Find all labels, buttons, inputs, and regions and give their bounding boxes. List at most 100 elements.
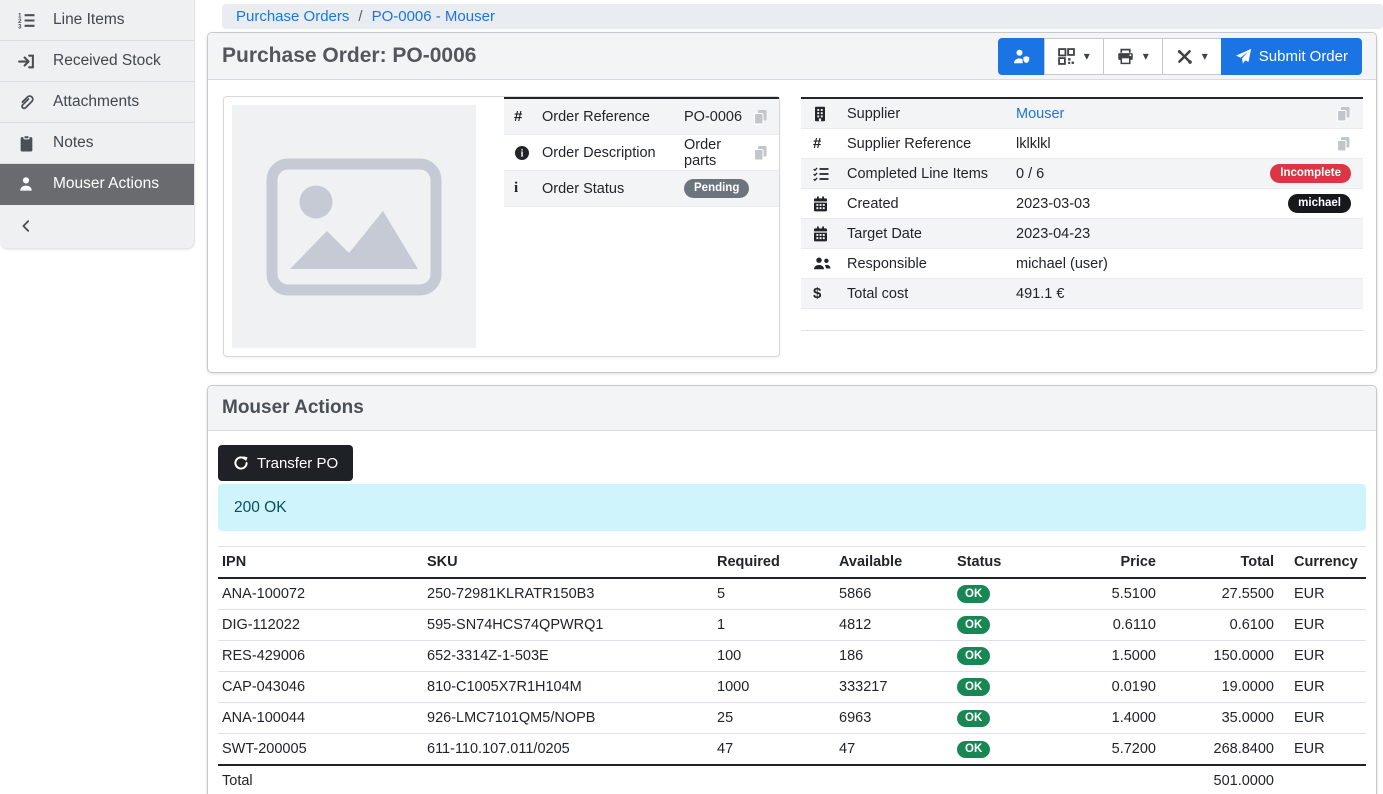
supplier-link[interactable]: Mouser: [1016, 105, 1065, 122]
page-title: Purchase Order: PO-0006: [222, 44, 477, 67]
order-reference-row: # Order Reference PO-0006: [504, 99, 779, 135]
transfer-po-button[interactable]: Transfer PO: [218, 445, 354, 481]
breadcrumb-link-current[interactable]: PO-0006 - Mouser: [371, 8, 495, 25]
mouser-actions-panel: Mouser Actions Transfer PO 200 OK IPN SK…: [207, 385, 1377, 794]
table-cell: 5: [713, 577, 835, 610]
sidebar-item-label: Notes: [53, 134, 94, 151]
user-badge: michael: [1288, 194, 1351, 213]
chevron-left-icon: [15, 219, 37, 233]
table-cell: 100: [713, 640, 835, 672]
barcode-actions-button[interactable]: ▾: [1043, 37, 1104, 75]
copy-icon[interactable]: [1251, 106, 1351, 122]
column-header: Status: [953, 546, 1058, 579]
svg-text:3: 3: [18, 23, 22, 28]
breadcrumb-link-purchase-orders[interactable]: Purchase Orders: [236, 8, 350, 25]
user-shield-icon: [1012, 48, 1031, 65]
sidebar-item-notes[interactable]: Notes: [0, 123, 194, 164]
copy-icon[interactable]: [1251, 136, 1351, 152]
column-header: Currency: [1278, 546, 1366, 579]
column-header: Total: [1160, 546, 1278, 579]
table-cell: 47: [835, 733, 953, 766]
sidebar-item-attachments[interactable]: Attachments: [0, 82, 194, 123]
order-description-row: i Order Description Order parts: [504, 135, 779, 171]
transfer-po-label: Transfer PO: [257, 454, 339, 472]
table-cell: DIG-112022: [218, 609, 423, 641]
print-actions-button[interactable]: ▾: [1102, 37, 1163, 75]
table-row: CAP-043046 810-C1005X7R1H104M 1000 33321…: [218, 671, 1366, 704]
info-icon: i: [514, 180, 519, 196]
total-label: Total: [218, 764, 423, 794]
building-icon: [813, 106, 847, 122]
table-cell: 333217: [835, 671, 953, 704]
submit-order-label: Submit Order: [1258, 47, 1348, 65]
info-circle-icon: i: [514, 145, 542, 161]
table-cell: 186: [835, 640, 953, 672]
column-header: Price: [1058, 546, 1160, 579]
table-row: RES-429006 652-3314Z-1-503E 100 186 OK 1…: [218, 640, 1366, 672]
line-items-table: IPN SKU Required Available Status Price …: [218, 546, 1366, 794]
table-cell: EUR: [1278, 671, 1366, 704]
hashtag-icon: #: [813, 135, 822, 152]
table-cell: EUR: [1278, 733, 1366, 766]
incomplete-badge: Incomplete: [1270, 164, 1351, 183]
order-image-placeholder[interactable]: [232, 105, 476, 348]
supplier-info-table: Supplier Mouser # Supplier Reference lkl…: [801, 97, 1363, 331]
supplier-row: Supplier Mouser: [801, 99, 1363, 129]
table-cell: ANA-100044: [218, 702, 423, 735]
users-icon: [813, 256, 847, 271]
order-actions-button[interactable]: ▾: [1161, 37, 1222, 75]
svg-text:2: 2: [18, 18, 22, 25]
table-cell: 150.0000: [1160, 640, 1278, 672]
ok-badge: OK: [957, 740, 991, 759]
status-badge: Pending: [684, 179, 750, 198]
caret-down-icon: ▾: [1201, 49, 1208, 63]
ok-badge: OK: [957, 678, 991, 697]
column-header: SKU: [423, 546, 713, 579]
table-cell: 4812: [835, 609, 953, 641]
table-cell: 5.7200: [1058, 733, 1160, 766]
table-cell: 5.5100: [1058, 577, 1160, 610]
responsible-row: Responsible michael (user): [801, 249, 1363, 279]
ok-badge: OK: [957, 585, 991, 603]
created-row: Created 2023-03-03 michael: [801, 189, 1363, 219]
table-cell: EUR: [1278, 640, 1366, 672]
order-status-row: i Order Status Pending: [504, 171, 779, 207]
copy-icon[interactable]: [753, 145, 771, 161]
sidebar-item-label: Line Items: [53, 11, 125, 28]
printer-icon: [1117, 48, 1134, 65]
table-cell: CAP-043046: [218, 671, 423, 704]
table-cell: SWT-200005: [218, 733, 423, 766]
table-cell: 611-110.107.011/0205: [423, 733, 713, 766]
mouser-actions-title: Mouser Actions: [222, 397, 364, 418]
copy-icon[interactable]: [753, 109, 771, 125]
user-shield-button[interactable]: [997, 37, 1045, 75]
rotate-icon: [233, 455, 249, 471]
completed-line-items-row: Completed Line Items 0 / 6 Incomplete: [801, 159, 1363, 189]
table-cell: 926-LMC7101QM5/NOPB: [423, 702, 713, 735]
sidebar-item-label: Mouser Actions: [53, 175, 159, 192]
table-row: DIG-112022 595-SN74HCS74QPWRQ1 1 4812 OK…: [218, 609, 1366, 641]
order-toolbar: ▾ ▾ ▾ Submit Order: [997, 37, 1362, 75]
submit-order-button[interactable]: Submit Order: [1220, 37, 1362, 75]
paper-plane-icon: [1235, 48, 1252, 65]
sidebar-item-label: Attachments: [53, 93, 140, 110]
order-info-table: # Order Reference PO-0006 i Order Descri…: [504, 97, 779, 207]
empty-row: [801, 309, 1363, 331]
sidebar-item-received-stock[interactable]: Received Stock: [0, 41, 194, 82]
calendar-icon: [813, 226, 847, 242]
svg-text:i: i: [521, 148, 524, 159]
sidebar-collapse[interactable]: [0, 205, 194, 246]
table-cell: EUR: [1278, 609, 1366, 641]
table-total-row: Total 501.0000: [218, 764, 1366, 794]
table-cell: 35.0000: [1160, 702, 1278, 735]
table-cell: 27.5500: [1160, 577, 1278, 610]
status-alert: 200 OK: [218, 484, 1366, 531]
sidebar-item-mouser-actions[interactable]: Mouser Actions: [0, 164, 194, 205]
svg-text:1: 1: [18, 12, 22, 19]
hashtag-icon: #: [514, 108, 523, 125]
caret-down-icon: ▾: [1142, 49, 1149, 63]
table-cell: 1.4000: [1058, 702, 1160, 735]
